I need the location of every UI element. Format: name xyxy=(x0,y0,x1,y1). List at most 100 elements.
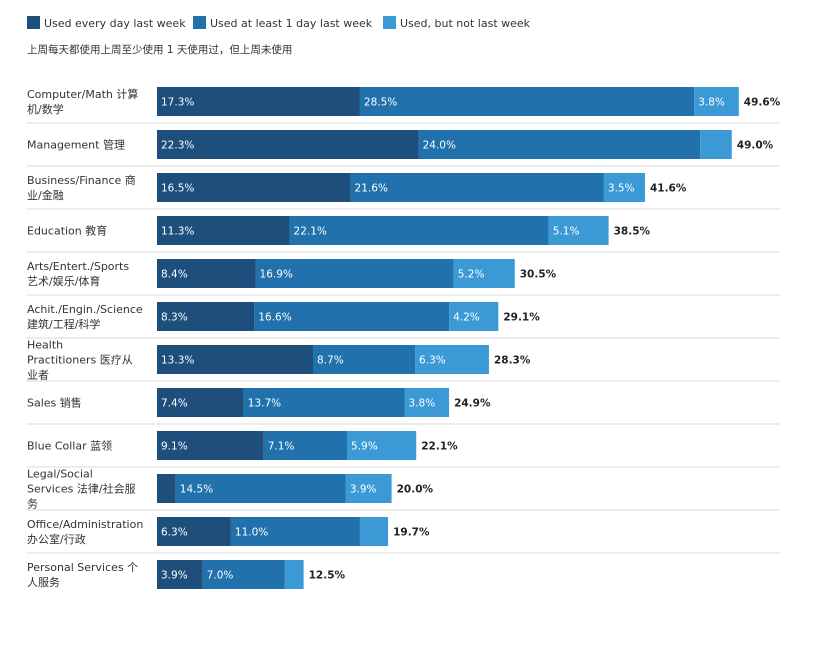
segment-value-label: 11.0% xyxy=(235,527,268,539)
bar-segment-0 xyxy=(157,130,419,159)
category-label: Office/Administration xyxy=(27,518,143,531)
category-label: 业者 xyxy=(27,369,49,382)
category-label: Personal Services 个 xyxy=(27,561,138,574)
bar-segment-2 xyxy=(284,560,304,589)
bar-row: Computer/Math 计算机/数学 17.3% 28.5% 3.8% 49.6% xyxy=(27,87,781,124)
category-label: Business/Finance 商 xyxy=(27,173,136,187)
bar-segment-0 xyxy=(157,388,244,417)
bar-segment-1 xyxy=(175,474,346,503)
segment-value-label: 3.9% xyxy=(350,484,377,496)
bar-segment-2 xyxy=(404,388,450,417)
segment-value-label: 8.3% xyxy=(161,312,188,324)
segment-value-label: 16.6% xyxy=(258,312,291,324)
legend-swatch-2 xyxy=(383,16,396,29)
segment-value-label: 16.5% xyxy=(161,183,194,195)
category-label: 人服务 xyxy=(27,576,60,589)
category-label: Arts/Entert./Sports xyxy=(27,260,129,273)
segment-value-label: 7.1% xyxy=(268,441,295,453)
legend-label-0: Used every day last week xyxy=(44,17,186,30)
legend-label-1: Used at least 1 day last week xyxy=(210,17,373,30)
segment-value-label: 9.1% xyxy=(161,441,188,453)
bar-segment-1 xyxy=(289,216,549,245)
segment-value-label: 14.5% xyxy=(180,484,213,496)
total-value-label: 49.0% xyxy=(737,140,774,152)
legend-label-2: Used, but not last week xyxy=(400,17,531,30)
segment-value-label: 7.0% xyxy=(207,570,234,582)
segment-value-label: 5.1% xyxy=(553,226,580,238)
total-value-label: 12.5% xyxy=(309,570,346,582)
segment-value-label: 22.3% xyxy=(161,140,194,152)
category-label: Computer/Math 计算 xyxy=(27,87,138,101)
total-value-label: 38.5% xyxy=(614,226,651,238)
bar-segment-2 xyxy=(694,87,739,116)
bar-segment-0 xyxy=(157,173,351,202)
total-value-label: 24.9% xyxy=(454,398,491,410)
category-label: 建筑/工程/科学 xyxy=(27,317,100,331)
segment-value-label: 5.9% xyxy=(351,441,378,453)
total-value-label: 20.0% xyxy=(397,484,434,496)
bar-segment-2 xyxy=(347,431,417,460)
segment-value-label: 3.8% xyxy=(409,398,436,410)
bar-segment-0 xyxy=(157,517,231,546)
total-value-label: 29.1% xyxy=(503,312,540,324)
bar-segment-1 xyxy=(254,302,450,331)
bar-segment-1 xyxy=(350,173,604,202)
segment-value-label: 13.7% xyxy=(248,398,281,410)
bar-segment-1 xyxy=(255,259,454,288)
bar-segment-1 xyxy=(313,345,416,374)
bar-segment-0 xyxy=(157,431,264,460)
bar-row: Blue Collar 蓝领 9.1% 7.1% 5.9% 22.1% xyxy=(27,431,780,468)
segment-value-label: 16.9% xyxy=(260,269,293,281)
bar-segment-2 xyxy=(359,517,389,546)
category-label: 业/金融 xyxy=(27,188,64,202)
category-label: Achit./Engin./Science xyxy=(27,303,143,316)
total-value-label: 30.5% xyxy=(520,269,557,281)
total-value-label: 22.1% xyxy=(421,441,458,453)
total-value-label: 28.3% xyxy=(494,355,531,367)
bar-segment-0 xyxy=(157,216,290,245)
bar-segment-1 xyxy=(418,130,701,159)
segment-value-label: 3.8% xyxy=(698,97,725,109)
bar-segment-0 xyxy=(157,560,203,589)
segment-value-label: 28.5% xyxy=(364,97,397,109)
category-label: 艺术/娱乐/体育 xyxy=(27,274,100,288)
bar-segment-1 xyxy=(230,517,360,546)
segment-value-label: 3.5% xyxy=(608,183,635,195)
bar-segment-2 xyxy=(548,216,609,245)
bar-segment-0 xyxy=(157,87,360,116)
legend-swatch-0 xyxy=(27,16,40,29)
segment-value-label: 24.0% xyxy=(423,140,456,152)
segment-value-label: 13.3% xyxy=(161,355,194,367)
category-label: Services 法律/社会服 xyxy=(27,482,136,496)
bar-segment-2 xyxy=(453,259,515,288)
legend: Used every day last week Used at least 1 … xyxy=(27,16,531,30)
bar-segment-2 xyxy=(415,345,489,374)
bar-segment-2 xyxy=(449,302,499,331)
segment-value-label: 7.4% xyxy=(161,398,188,410)
segment-value-label: 21.6% xyxy=(355,183,388,195)
category-label: 务 xyxy=(27,498,38,511)
category-label: 机/数学 xyxy=(27,102,64,116)
bar-segment-0 xyxy=(157,474,176,503)
segment-value-label: 17.3% xyxy=(161,97,194,109)
segment-value-label: 5.2% xyxy=(458,269,485,281)
category-label: Practitioners 医疗从 xyxy=(27,353,133,367)
category-label: Sales 销售 xyxy=(27,396,82,410)
category-label: Blue Collar 蓝领 xyxy=(27,440,112,453)
bar-segment-2 xyxy=(345,474,392,503)
bar-row: Management 管理 22.3% 24.0% 49.0% xyxy=(27,130,780,167)
segment-value-label: 3.9% xyxy=(161,570,188,582)
category-label: Health xyxy=(27,339,63,352)
category-label: 办公室/行政 xyxy=(27,532,86,546)
chart-rows: Computer/Math 计算机/数学 17.3% 28.5% 3.8% 49.6% M… xyxy=(27,87,781,589)
total-value-label: 19.7% xyxy=(393,527,430,539)
bar-segment-1 xyxy=(263,431,348,460)
segment-value-label: 11.3% xyxy=(161,226,194,238)
